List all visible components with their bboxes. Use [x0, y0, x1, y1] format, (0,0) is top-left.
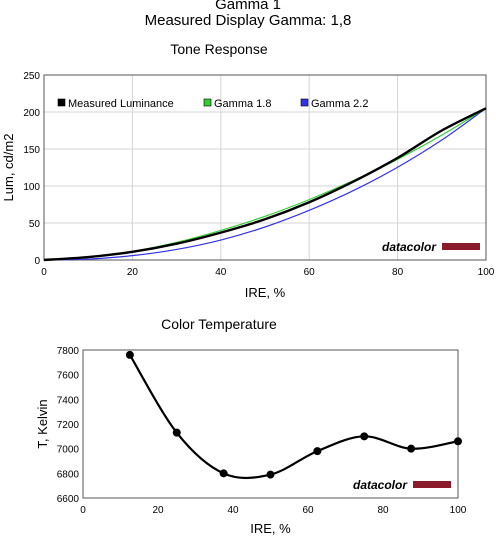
x-tick-label: 0 — [80, 505, 86, 516]
x-axis-label: IRE, % — [245, 285, 286, 300]
x-axis-label: IRE, % — [250, 521, 291, 536]
plot-frame — [43, 74, 487, 261]
legend-swatch — [57, 98, 66, 107]
y-tick-label: 6800 — [57, 469, 80, 480]
data-point — [313, 447, 322, 456]
x-tick-label: 100 — [478, 267, 495, 278]
y-tick-label: 250 — [23, 71, 40, 82]
series-line — [128, 354, 459, 480]
y-tick-label: 200 — [23, 108, 40, 119]
x-tick-label: 0 — [41, 267, 47, 278]
color-temperature-title: Color Temperature — [161, 316, 277, 332]
y-tick-label: 0 — [34, 256, 40, 267]
y-axis-label: Lum, cd/m2 — [1, 134, 16, 202]
y-tick-label: 7200 — [57, 420, 80, 431]
tone-response-title: Tone Response — [170, 41, 268, 57]
legend-swatch — [300, 98, 309, 107]
legend-label: Measured Luminance — [68, 98, 174, 110]
x-tick-label: 40 — [215, 267, 227, 278]
y-tick-label: 6600 — [57, 494, 80, 505]
datacolor-logo-text: datacolor — [382, 240, 437, 254]
data-point — [454, 437, 462, 446]
legend-label: Gamma 1.8 — [214, 98, 271, 110]
data-point — [266, 470, 275, 479]
legend-label: Gamma 2.2 — [311, 98, 368, 110]
y-axis-label: T, Kelvin — [35, 399, 50, 448]
data-point — [172, 428, 181, 437]
tone-response-chart: Tone Response 0 20 40 60 80 100 0 50 100 150 200 250… — [1, 41, 495, 300]
data-point — [125, 350, 134, 359]
series-line — [43, 107, 487, 262]
data-point — [360, 432, 369, 441]
series-line — [43, 107, 487, 261]
x-tick-label: 80 — [377, 505, 389, 516]
y-tick-label: 7600 — [57, 371, 80, 382]
y-tick-label: 50 — [29, 219, 41, 230]
x-tick-label: 60 — [304, 267, 316, 278]
x-tick-label: 20 — [152, 505, 164, 516]
series-line — [43, 107, 487, 261]
y-tick-label: 100 — [23, 182, 40, 193]
page-title: Gamma 1 — [215, 0, 281, 13]
color-temperature-chart: Color Temperature 0 20 40 60 80 100 6600 6800 700… — [35, 316, 467, 536]
data-point — [407, 444, 416, 453]
y-tick-label: 150 — [23, 145, 40, 156]
y-tick-label: 7800 — [57, 346, 80, 357]
datacolor-logo-text: datacolor — [353, 478, 408, 492]
x-tick-label: 40 — [227, 505, 239, 516]
datacolor-logo-bar — [442, 243, 480, 250]
legend-swatch — [203, 98, 212, 107]
x-tick-label: 80 — [392, 267, 404, 278]
x-tick-label: 100 — [450, 505, 467, 516]
y-tick-label: 7000 — [57, 445, 80, 456]
plot-frame — [82, 349, 459, 499]
x-tick-label: 60 — [302, 505, 314, 516]
y-tick-label: 7400 — [57, 395, 80, 406]
page-subtitle: Measured Display Gamma: 1,8 — [144, 12, 352, 29]
data-point — [219, 469, 228, 478]
datacolor-logo-bar — [413, 481, 451, 488]
x-tick-label: 20 — [127, 267, 139, 278]
